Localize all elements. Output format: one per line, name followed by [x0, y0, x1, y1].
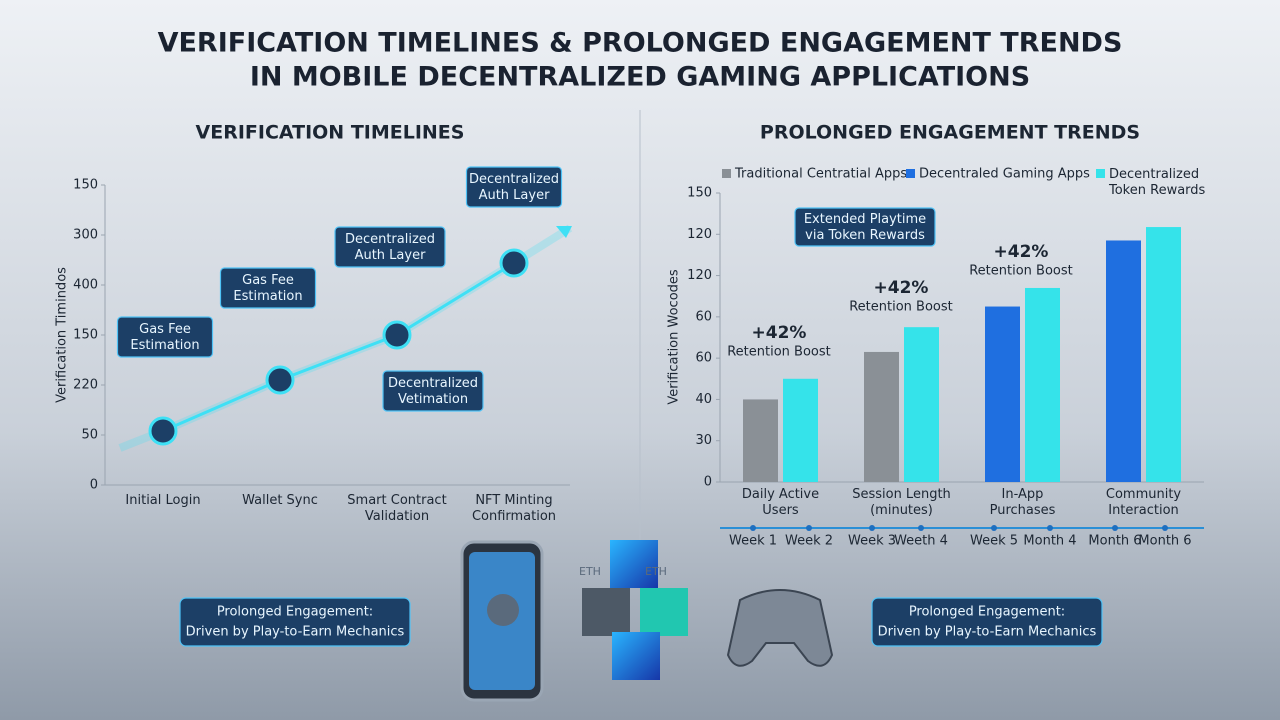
callout-box	[219, 267, 317, 309]
arrow-head	[556, 226, 572, 238]
legend-swatch	[906, 169, 915, 178]
annotation: Retention Boost	[727, 345, 831, 360]
callout: Driven by Play-to-Earn Mechanics	[186, 625, 405, 640]
y-tick-label: 60	[695, 351, 712, 366]
y-tick-label: 300	[73, 228, 98, 243]
timeline-label: Week 2	[785, 534, 833, 549]
y-tick-label: 150	[687, 186, 712, 201]
line	[162, 261, 515, 433]
annotation: +42%	[994, 242, 1049, 262]
y-tick-label: 60	[695, 309, 712, 324]
timeline-dot	[750, 525, 756, 531]
marker	[382, 320, 412, 350]
callout-box	[382, 370, 484, 412]
annotation: Retention Boost	[849, 300, 953, 315]
cube-label: ETH	[645, 565, 667, 578]
callout-box	[116, 316, 214, 358]
timeline-label: Month 6	[1138, 534, 1191, 549]
bar	[1025, 287, 1060, 482]
phone	[460, 540, 544, 702]
callout-box	[871, 597, 1103, 647]
chart-title: VERIFICATION TIMELINES	[196, 122, 465, 144]
callout: Prolonged Engagement:	[217, 605, 373, 620]
x-tick-label: Daily Active Users	[742, 487, 819, 518]
callout-box	[334, 226, 446, 268]
y-tick-label: 40	[695, 392, 712, 407]
x-tick-label: Session Length (minutes)	[852, 487, 951, 518]
timeline-dot	[991, 525, 997, 531]
bar	[783, 378, 818, 482]
legend-swatch	[722, 169, 731, 178]
timeline-label: Week 1	[729, 534, 777, 549]
y-axis-label: Verification Wocodes	[667, 269, 682, 405]
legend-swatch	[1096, 169, 1105, 178]
cube-label: ETH	[579, 565, 601, 578]
y-tick-label: 400	[73, 278, 98, 293]
y-tick-label: 50	[81, 428, 98, 443]
callout: Decentralized Auth Layer	[469, 172, 559, 203]
legend-label: Traditional Centratial Apps	[734, 167, 907, 182]
timeline-label: Weeth 4	[894, 534, 948, 549]
bar	[1146, 227, 1181, 482]
legend-label: Decentralized Token Rewards	[1108, 167, 1206, 198]
callout: Gas Fee Estimation	[130, 322, 199, 353]
y-tick-label: 0	[90, 478, 98, 493]
callout: Decentralized Auth Layer	[345, 232, 435, 263]
y-tick-label: 120	[687, 227, 712, 242]
timeline-dot	[1047, 525, 1053, 531]
x-tick-label: Initial Login	[125, 493, 200, 508]
bar	[743, 399, 778, 482]
bar	[1106, 240, 1141, 482]
y-tick-label: 30	[695, 433, 712, 448]
x-tick-label: In-App Purchases	[990, 487, 1056, 518]
callout: Driven by Play-to-Earn Mechanics	[878, 625, 1097, 640]
timeline-label: Month 4	[1023, 534, 1076, 549]
y-tick-label: 120	[687, 268, 712, 283]
callout-box	[179, 597, 411, 647]
x-tick-label: NFT Minting Confirmation	[472, 493, 556, 524]
marker	[499, 248, 529, 278]
chart-title: PROLONGED ENGAGEMENT TRENDS	[760, 122, 1140, 144]
x-tick-label: Wallet Sync	[242, 493, 318, 508]
annotation: +42%	[752, 323, 807, 343]
callout: Extended Playtime via Token Rewards	[804, 212, 926, 243]
y-tick-label: 0	[704, 475, 712, 490]
y-tick-label: 150	[73, 328, 98, 343]
controller	[726, 589, 834, 667]
timeline-dot	[1162, 525, 1168, 531]
timeline-label: Month 6	[1088, 534, 1141, 549]
annotation: Retention Boost	[969, 264, 1073, 279]
callout-box	[794, 207, 936, 247]
title: VERIFICATION TIMELINES & PROLONGED ENGAG…	[158, 28, 1123, 59]
timeline-label: Week 5	[970, 534, 1018, 549]
y-axis-label: Verification Timindos	[55, 267, 70, 403]
timeline-dot	[869, 525, 875, 531]
marker	[148, 416, 178, 446]
bar	[904, 327, 939, 482]
x-tick-label: Smart Contract Validation	[347, 493, 446, 524]
y-tick-label: 150	[73, 178, 98, 193]
bar	[985, 306, 1020, 482]
timeline-dot	[918, 525, 924, 531]
marker	[265, 365, 295, 395]
callout: Gas Fee Estimation	[233, 273, 302, 304]
y-tick-label: 220	[73, 378, 98, 393]
x-tick-label: Community Interaction	[1106, 487, 1182, 518]
cubes	[582, 540, 688, 680]
legend-label: Decentraled Gaming Apps	[919, 167, 1090, 182]
timeline-dot	[1112, 525, 1118, 531]
title: IN MOBILE DECENTRALIZED GAMING APPLICATI…	[250, 62, 1030, 93]
timeline-label: Week 3	[848, 534, 896, 549]
annotation: +42%	[874, 278, 929, 298]
callout: Decentralized Vetimation	[388, 376, 478, 407]
callout: Prolonged Engagement:	[909, 605, 1065, 620]
timeline-dot	[806, 525, 812, 531]
bar	[864, 351, 899, 482]
callout-box	[465, 166, 563, 208]
